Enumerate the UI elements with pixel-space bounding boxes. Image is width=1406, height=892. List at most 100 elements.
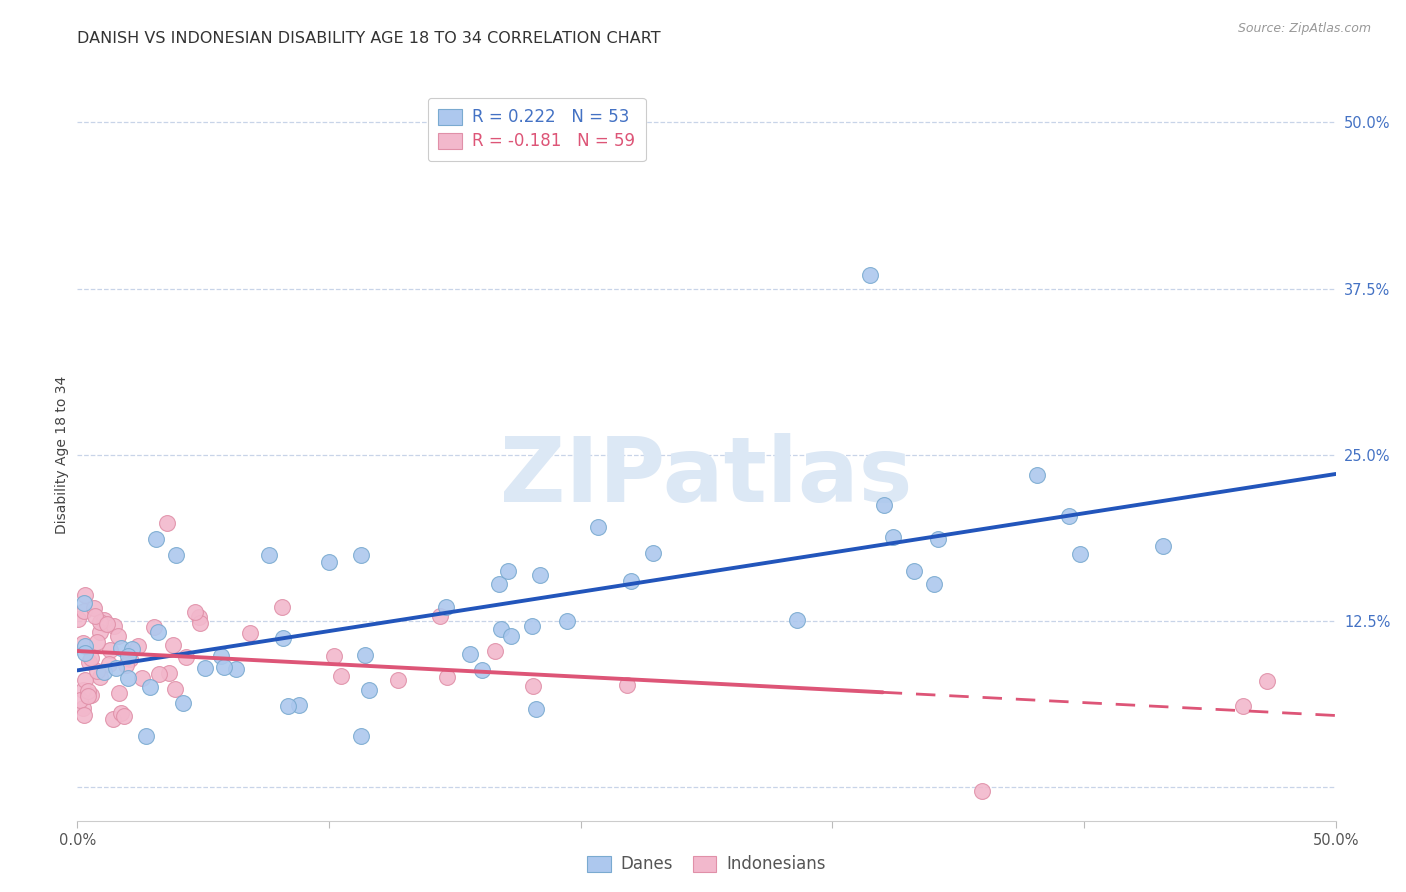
- Point: [127, 639, 149, 653]
- Point: [277, 698, 299, 713]
- Point: [522, 619, 544, 633]
- Point: [77, 655, 100, 669]
- Point: [524, 702, 547, 716]
- Point: [89, 624, 111, 639]
- Point: [436, 670, 458, 684]
- Point: [786, 613, 808, 627]
- Point: [882, 530, 904, 544]
- Point: [187, 610, 209, 624]
- Point: [73, 647, 96, 661]
- Point: [131, 671, 153, 685]
- Point: [148, 624, 170, 639]
- Point: [72, 701, 94, 715]
- Point: [586, 520, 609, 534]
- Point: [323, 649, 346, 664]
- Point: [72, 682, 94, 697]
- Point: [194, 661, 217, 675]
- Point: [142, 620, 165, 634]
- Point: [496, 565, 519, 579]
- Point: [117, 671, 139, 685]
- Point: [117, 649, 139, 664]
- Point: [239, 626, 262, 640]
- Legend: Danes, Indonesians: Danes, Indonesians: [579, 847, 834, 882]
- Point: [873, 498, 896, 512]
- Point: [135, 729, 157, 743]
- Point: [89, 670, 111, 684]
- Point: [257, 548, 280, 562]
- Text: Source: ZipAtlas.com: Source: ZipAtlas.com: [1237, 22, 1371, 36]
- Point: [620, 574, 643, 589]
- Point: [86, 634, 108, 648]
- Point: [174, 650, 197, 665]
- Point: [73, 604, 96, 618]
- Point: [73, 597, 96, 611]
- Point: [73, 640, 96, 654]
- Point: [522, 679, 544, 693]
- Point: [970, 784, 993, 798]
- Point: [145, 532, 167, 546]
- Point: [77, 689, 100, 703]
- Point: [103, 618, 125, 632]
- Point: [67, 612, 90, 626]
- Point: [112, 708, 135, 723]
- Point: [73, 588, 96, 602]
- Point: [165, 682, 187, 697]
- Point: [273, 631, 295, 645]
- Point: [110, 641, 132, 656]
- Point: [555, 614, 578, 628]
- Point: [93, 665, 115, 679]
- Point: [121, 641, 143, 656]
- Point: [1256, 674, 1278, 689]
- Point: [98, 643, 121, 657]
- Point: [77, 683, 100, 698]
- Point: [387, 673, 409, 687]
- Point: [1232, 699, 1254, 714]
- Point: [86, 665, 108, 679]
- Text: DANISH VS INDONESIAN DISABILITY AGE 18 TO 34 CORRELATION CHART: DANISH VS INDONESIAN DISABILITY AGE 18 T…: [77, 31, 661, 46]
- Point: [69, 692, 91, 706]
- Point: [643, 546, 665, 560]
- Point: [209, 649, 232, 664]
- Point: [110, 706, 132, 720]
- Point: [318, 555, 340, 569]
- Point: [162, 638, 184, 652]
- Point: [114, 657, 136, 672]
- Point: [188, 615, 211, 630]
- Point: [165, 548, 187, 562]
- Point: [270, 599, 292, 614]
- Point: [107, 629, 129, 643]
- Point: [1069, 547, 1091, 561]
- Point: [148, 667, 170, 681]
- Point: [859, 268, 882, 283]
- Point: [359, 682, 381, 697]
- Point: [924, 577, 946, 591]
- Point: [120, 651, 142, 665]
- Point: [96, 616, 118, 631]
- Point: [225, 662, 247, 676]
- Point: [80, 651, 103, 665]
- Point: [93, 613, 115, 627]
- Text: ZIPatlas: ZIPatlas: [501, 433, 912, 521]
- Point: [172, 696, 194, 710]
- Point: [139, 680, 162, 694]
- Point: [75, 673, 97, 687]
- Point: [288, 698, 311, 713]
- Point: [1057, 509, 1080, 524]
- Point: [1152, 539, 1174, 553]
- Point: [434, 600, 457, 615]
- Point: [104, 661, 127, 675]
- Point: [484, 643, 506, 657]
- Point: [354, 648, 377, 662]
- Point: [184, 605, 207, 619]
- Point: [927, 532, 949, 546]
- Point: [73, 707, 96, 722]
- Point: [329, 669, 352, 683]
- Point: [1026, 467, 1049, 482]
- Point: [83, 600, 105, 615]
- Point: [214, 659, 236, 673]
- Point: [429, 609, 451, 624]
- Point: [458, 647, 481, 661]
- Point: [108, 685, 131, 699]
- Point: [156, 516, 179, 530]
- Point: [157, 666, 180, 681]
